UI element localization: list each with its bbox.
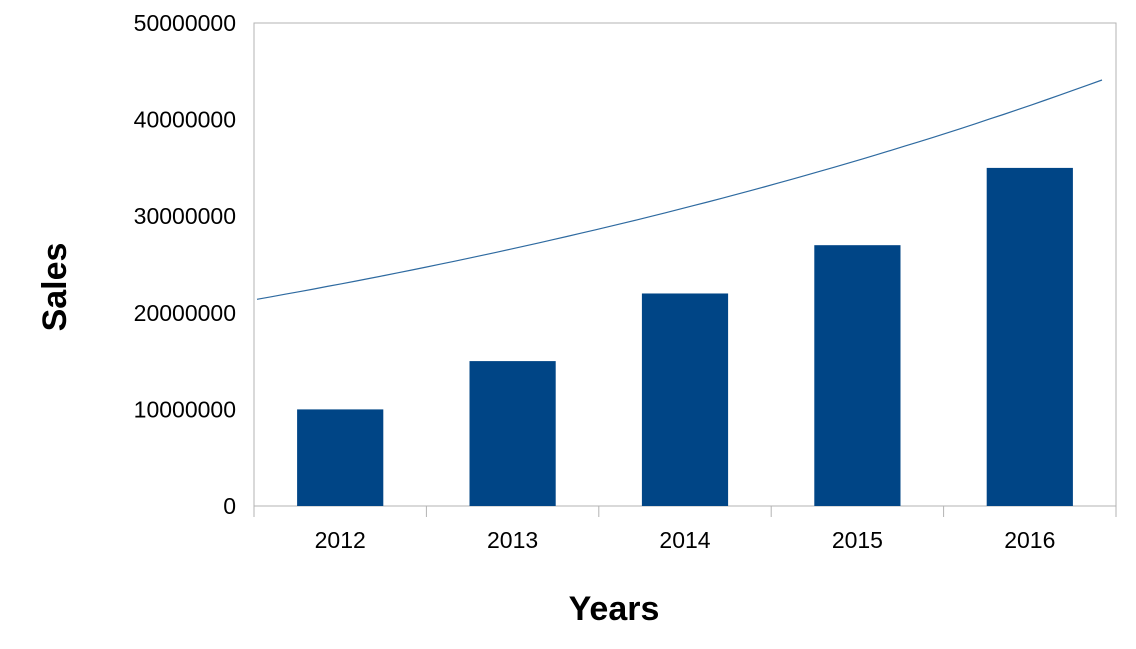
bar	[814, 245, 901, 506]
y-tick-label: 0	[223, 493, 236, 519]
y-tick-label: 50000000	[134, 10, 236, 36]
x-tick-label: 2015	[832, 527, 883, 553]
y-axis-title: Sales	[36, 243, 74, 332]
x-tick-label: 2012	[315, 527, 366, 553]
y-axis-ticks: 0 10000000 20000000 30000000 40000000 5000000…	[134, 10, 236, 519]
trendline	[256, 79, 1103, 300]
bar	[469, 361, 556, 506]
bar	[986, 167, 1073, 506]
x-tick-label: 2013	[487, 527, 538, 553]
x-tick-label: 2014	[659, 527, 710, 553]
x-tick-label: 2016	[1004, 527, 1055, 553]
y-tick-label: 10000000	[134, 396, 236, 422]
y-tick-label: 20000000	[134, 300, 236, 326]
bar	[641, 293, 729, 506]
x-axis: 2012 2013 2014 2015 2016	[253, 506, 1117, 553]
y-tick-label: 30000000	[134, 203, 236, 229]
y-tick-label: 40000000	[134, 107, 236, 133]
bar	[297, 409, 384, 506]
bars-group	[297, 167, 1073, 506]
x-axis-title: Years	[569, 590, 660, 628]
